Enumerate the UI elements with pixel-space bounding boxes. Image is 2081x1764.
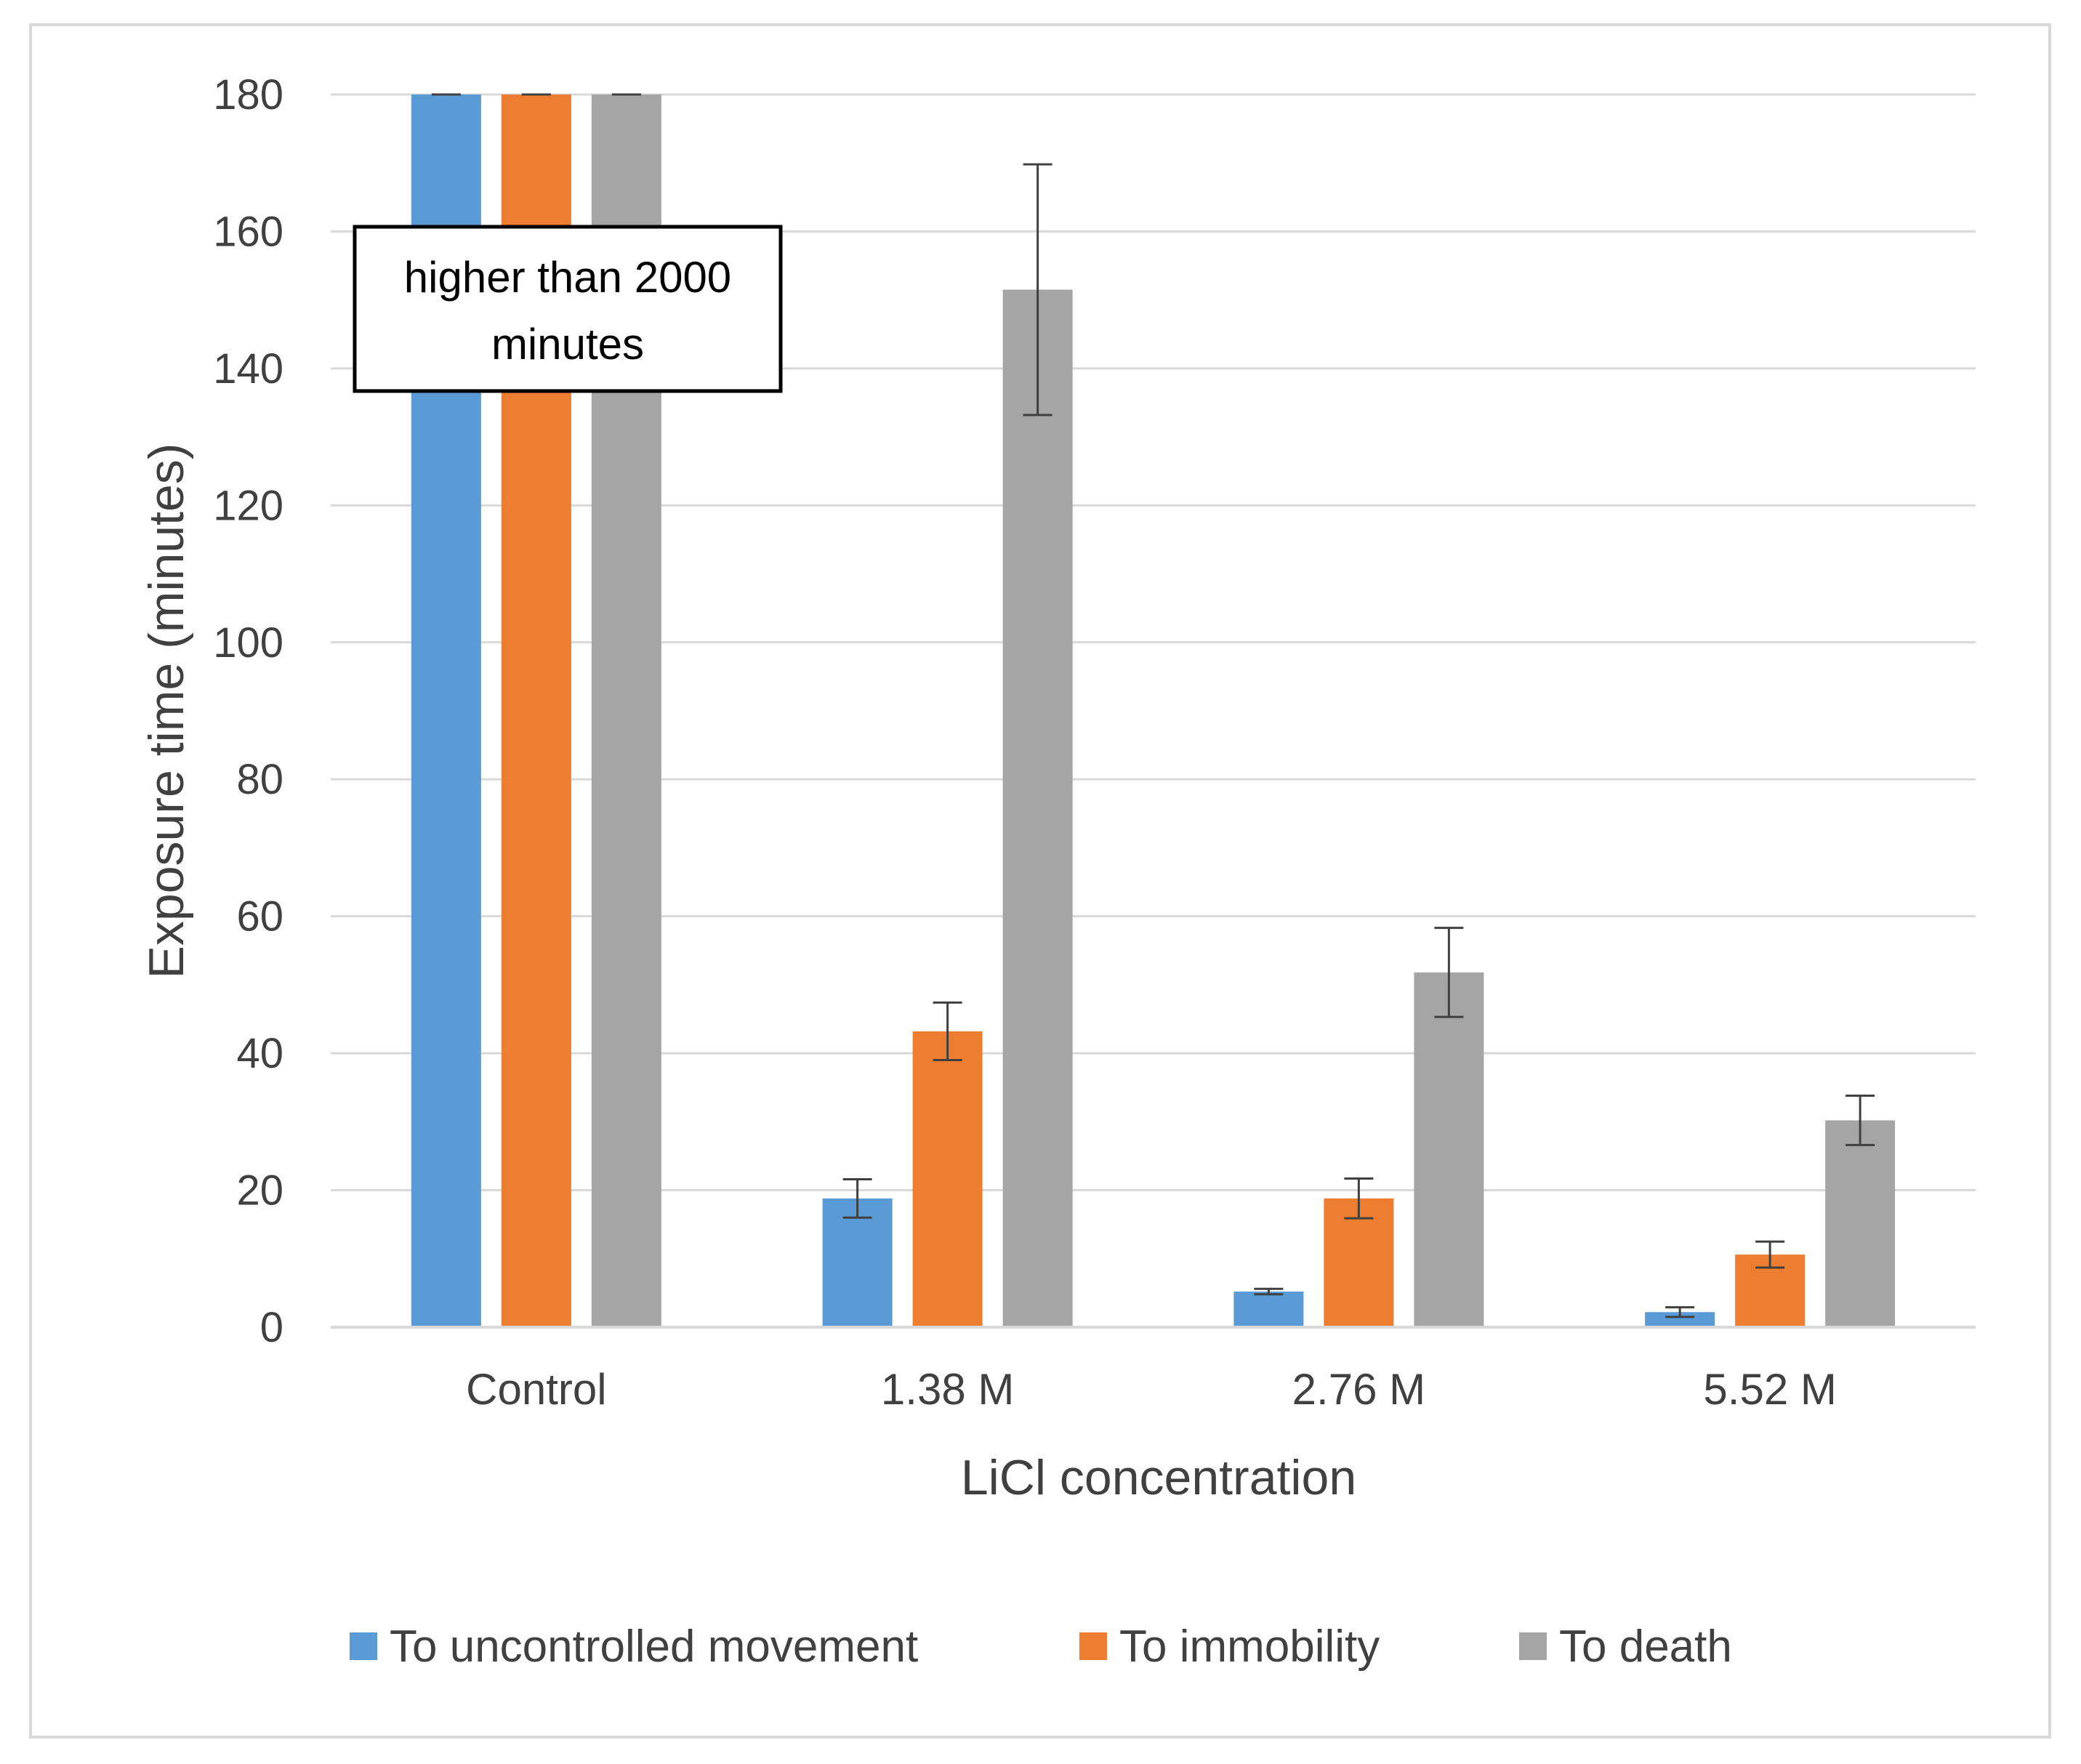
bar-1-3[interactable] — [1233, 1292, 1304, 1327]
x-axis-title: LiCl concentration — [961, 1450, 1356, 1505]
bar-3-2[interactable] — [1002, 289, 1073, 1327]
y-tick-label: 80 — [236, 756, 283, 803]
y-tick-label: 0 — [260, 1304, 283, 1351]
annotation-text: higher than 2000 — [404, 253, 731, 302]
legend-swatch-2[interactable] — [1079, 1632, 1107, 1660]
y-tick-label: 160 — [213, 208, 283, 255]
annotation-text: minutes — [491, 320, 644, 368]
y-tick-label: 40 — [236, 1030, 283, 1077]
legend-label-2: To immobility — [1119, 1622, 1380, 1672]
bar-3-4[interactable] — [1825, 1120, 1896, 1327]
y-tick-label: 120 — [213, 482, 283, 529]
bar-2-3[interactable] — [1324, 1198, 1394, 1327]
x-tick-label: 5.52 M — [1703, 1365, 1836, 1414]
y-tick-label: 20 — [236, 1167, 283, 1215]
legend-swatch-1[interactable] — [350, 1632, 377, 1660]
x-tick-label: 1.38 M — [881, 1365, 1014, 1414]
annotation-box — [353, 225, 783, 393]
bar-2-2[interactable] — [912, 1031, 983, 1327]
chart-frame: 0 20 40 60 80 100 120 140 160 180 Control 1.38 M 2.7… — [29, 23, 2051, 1739]
legend-label-1: To uncontrolled movement — [390, 1622, 918, 1672]
y-axis-title: Exposure time (minutes) — [139, 443, 194, 979]
legend-label-3: To death — [1559, 1622, 1732, 1672]
x-tick-label: Control — [466, 1365, 606, 1414]
x-tick-label: 2.76 M — [1292, 1365, 1425, 1414]
chart: 0 20 40 60 80 100 120 140 160 180 Control 1.38 M 2.7… — [139, 71, 1976, 1672]
bar-1-2[interactable] — [822, 1198, 893, 1327]
legend-swatch-3[interactable] — [1519, 1632, 1547, 1660]
y-tick-label: 180 — [213, 71, 283, 118]
bar-3-3[interactable] — [1414, 972, 1484, 1327]
y-tick-label: 100 — [213, 619, 283, 666]
y-tick-label: 140 — [213, 345, 283, 392]
y-tick-label: 60 — [236, 893, 283, 941]
bar-1-4[interactable] — [1645, 1312, 1715, 1327]
